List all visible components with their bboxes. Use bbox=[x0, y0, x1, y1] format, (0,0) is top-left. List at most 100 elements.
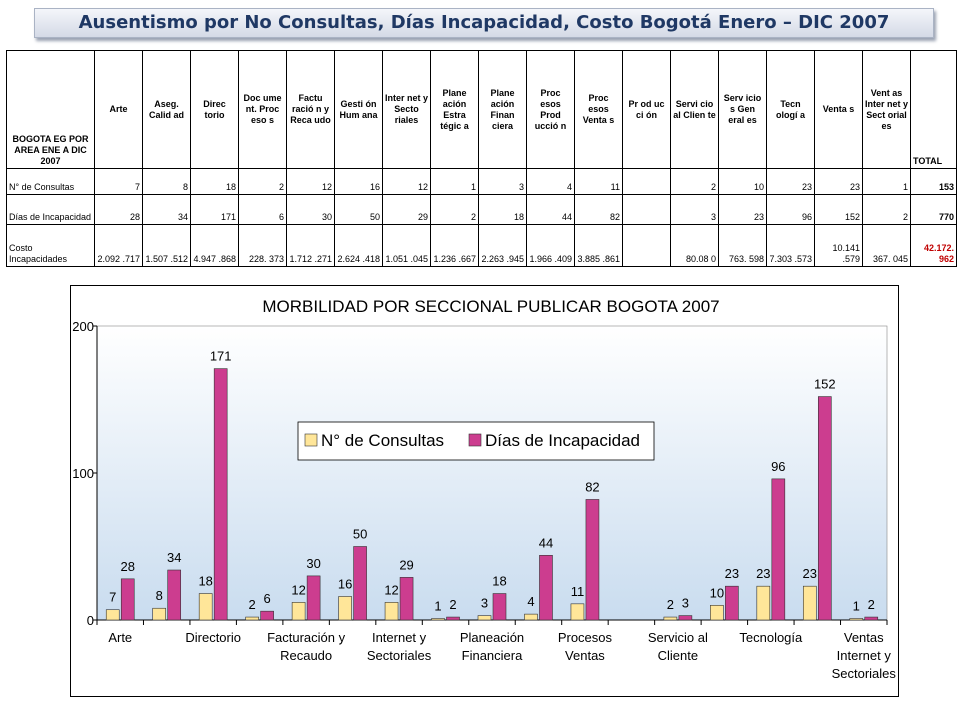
data-label: 50 bbox=[353, 527, 367, 542]
column-header: Gesti ón Hum ana bbox=[334, 50, 383, 169]
data-label: 2 bbox=[249, 597, 256, 612]
bar-incapacidad bbox=[864, 616, 879, 621]
table-cell: 152 bbox=[814, 194, 863, 225]
bar-incapacidad bbox=[539, 555, 553, 621]
table-cell: 4 bbox=[526, 168, 575, 195]
bar-incapacidad bbox=[353, 546, 367, 621]
data-label: 3 bbox=[481, 596, 488, 611]
table-cell: 171 bbox=[190, 194, 239, 225]
data-label: 29 bbox=[399, 557, 413, 572]
x-tick-label: Sectoriales bbox=[832, 666, 897, 681]
bar-incapacidad bbox=[306, 575, 321, 621]
row-label: Costo Incapacidades bbox=[6, 224, 95, 267]
data-label: 23 bbox=[756, 566, 770, 581]
table-cell: 23 bbox=[814, 168, 863, 195]
table-cell: 23 bbox=[766, 168, 815, 195]
column-header: Venta s bbox=[814, 50, 863, 169]
table-cell: 28 bbox=[94, 194, 143, 225]
x-tick-label: Financiera bbox=[462, 648, 523, 663]
table-cell: 80.08 0 bbox=[670, 224, 719, 267]
table-cell: 44 bbox=[526, 194, 575, 225]
table-cell: 30 bbox=[286, 194, 335, 225]
bar-incapacidad bbox=[260, 610, 274, 621]
data-label: 18 bbox=[492, 574, 506, 589]
data-label: 16 bbox=[338, 576, 352, 591]
bar-consultas bbox=[849, 618, 864, 621]
table-cell: 18 bbox=[190, 168, 239, 195]
table-cell: 2.624 .418 bbox=[334, 224, 383, 267]
y-tick-label: 200 bbox=[72, 319, 94, 334]
table-cell bbox=[622, 194, 671, 225]
data-label: 44 bbox=[539, 535, 553, 550]
bar-consultas bbox=[245, 616, 259, 621]
column-header: Doc ume nt. Proc eso s bbox=[238, 50, 287, 169]
data-label: 2 bbox=[868, 597, 875, 612]
bar-consultas bbox=[477, 615, 492, 621]
table-cell: 228. 373 bbox=[238, 224, 287, 267]
column-header: Proc esos Prod ucció n bbox=[526, 50, 575, 169]
x-tick-label: Planeación bbox=[460, 630, 524, 645]
bar-consultas bbox=[105, 609, 120, 621]
table-cell: 96 bbox=[766, 194, 815, 225]
table-cell: 34 bbox=[142, 194, 191, 225]
column-header: Aseg. Calid ad bbox=[142, 50, 191, 169]
data-label: 96 bbox=[771, 459, 785, 474]
table-cell: 50 bbox=[334, 194, 383, 225]
table-cell: 18 bbox=[478, 194, 527, 225]
data-label: 171 bbox=[210, 349, 232, 364]
table-cell: 3.885 .861 bbox=[574, 224, 623, 267]
data-label: 28 bbox=[121, 559, 135, 574]
table-cell: 1.236 .667 bbox=[430, 224, 479, 267]
data-label: 10 bbox=[710, 585, 724, 600]
title-banner: Ausentismo por No Consultas, Días Incapa… bbox=[34, 8, 934, 38]
table-cell: 12 bbox=[382, 168, 431, 195]
bar-consultas bbox=[338, 596, 352, 621]
table-cell: 23 bbox=[718, 194, 767, 225]
data-label: 2 bbox=[449, 597, 456, 612]
table-cell: 1.507 .512 bbox=[142, 224, 191, 267]
table-cell: 1.966 .409 bbox=[526, 224, 575, 267]
data-label: 1 bbox=[853, 599, 860, 614]
column-header: Arte bbox=[94, 50, 143, 169]
table-row: N° de Consultas 7 8 18 2 12 16 12 1 3 4 11 2 10 23 23 1 1… bbox=[6, 168, 957, 195]
row-label: Días de Incapacidad bbox=[6, 194, 95, 225]
table-cell: 3 bbox=[670, 194, 719, 225]
row-label: N° de Consultas bbox=[6, 168, 95, 195]
data-label: 6 bbox=[264, 591, 271, 606]
table-cell: 6 bbox=[238, 194, 287, 225]
bar-incapacidad bbox=[817, 396, 832, 621]
x-tick-label: Ventas bbox=[565, 648, 605, 663]
chart-title: MORBILIDAD POR SECCIONAL PUBLICAR BOGOTA… bbox=[262, 297, 719, 316]
bar-consultas bbox=[710, 604, 724, 621]
table-header-row: BOGOTA EG POR AREA ENE A DIC 2007 Arte A… bbox=[6, 50, 957, 169]
bar-incapacidad bbox=[492, 593, 507, 621]
bar-incapacidad bbox=[213, 368, 228, 621]
table-row: Costo Incapacidades 2.092 .717 1.507 .512 4… bbox=[6, 224, 957, 267]
table-cell: 2 bbox=[238, 168, 287, 195]
column-header: Plane ación Finan ciera bbox=[478, 50, 527, 169]
table-cell: 2 bbox=[862, 194, 911, 225]
total-header: TOTAL bbox=[910, 50, 957, 169]
column-header: Vent as Inter net y Sect orial es bbox=[862, 50, 911, 169]
table-cell: 4.947 .868 bbox=[190, 224, 239, 267]
x-tick-label: Servicio al bbox=[648, 630, 708, 645]
table-cell: 10.141 .579 bbox=[814, 224, 863, 267]
x-tick-label: Ventas bbox=[844, 630, 884, 645]
legend-swatch-incapacidad bbox=[468, 433, 482, 447]
table-cell: 1 bbox=[430, 168, 479, 195]
data-label: 3 bbox=[682, 596, 689, 611]
data-label: 1 bbox=[434, 599, 441, 614]
column-header: Serv icio s Gen eral es bbox=[718, 50, 767, 169]
legend-label: Días de Incapacidad bbox=[485, 431, 640, 450]
bar-consultas bbox=[663, 616, 678, 621]
bar-incapacidad bbox=[725, 585, 739, 621]
bar-chart: MORBILIDAD POR SECCIONAL PUBLICAR BOGOTA… bbox=[72, 297, 897, 681]
bar-incapacidad bbox=[399, 577, 414, 621]
table-cell: 7 bbox=[94, 168, 143, 195]
bar-incapacidad bbox=[167, 569, 182, 621]
bar-consultas bbox=[756, 585, 771, 621]
table-cell: 12 bbox=[286, 168, 335, 195]
legend-swatch-consultas bbox=[304, 433, 318, 447]
data-label: 12 bbox=[384, 582, 398, 597]
bar-consultas bbox=[431, 618, 445, 621]
